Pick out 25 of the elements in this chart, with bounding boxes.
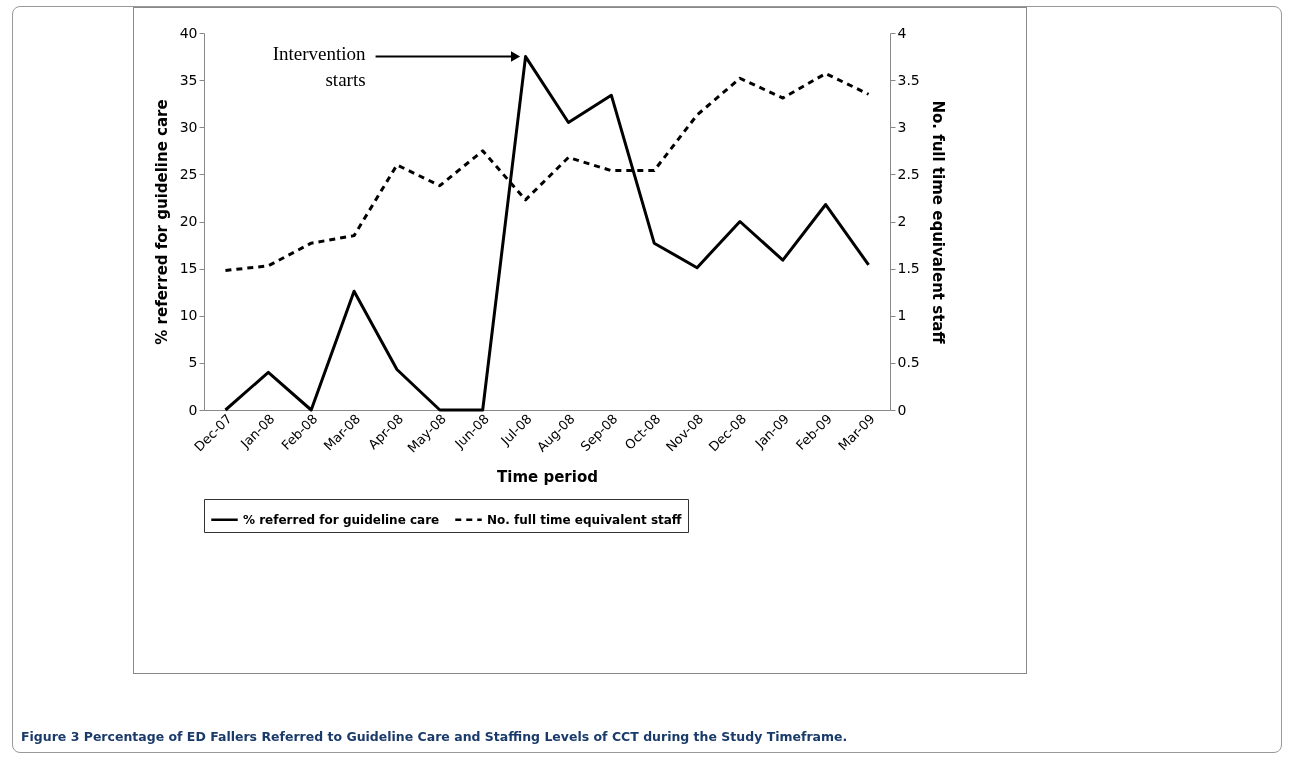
y2-tick-label: 3.5 <box>897 71 920 88</box>
y2-axis-title: No. full time equivalent staff <box>928 100 947 345</box>
legend-label: No. full time equivalent staff <box>487 512 682 527</box>
y-tick-label: 30 <box>179 118 198 135</box>
y-tick-label: 15 <box>179 260 198 277</box>
y-axis-title: % referred for guideline care <box>152 99 171 345</box>
y2-tick-label: 2 <box>897 213 907 229</box>
annotation: Intervention starts <box>272 42 367 90</box>
y-tick-label: 25 <box>179 165 198 182</box>
y2-tick-label: 4 <box>897 24 907 41</box>
y2-tick-label: 3 <box>897 118 907 135</box>
legend-label: % referred for guideline care <box>243 512 440 527</box>
y-tick-label: 20 <box>179 213 198 229</box>
y2-tick-label: 0 <box>897 401 907 418</box>
y2-tick-label: 2.5 <box>897 165 920 182</box>
y-tick-label: 35 <box>179 71 198 88</box>
y2-tick-label: 0.5 <box>897 354 920 371</box>
y-tick-label: 40 <box>179 24 198 41</box>
x-axis-title: Time period <box>497 467 598 486</box>
y-tick-label: 10 <box>179 307 198 324</box>
y-tick-label: 5 <box>188 354 198 371</box>
y2-tick-label: 1 <box>897 307 907 324</box>
caption: Figure 3 Percentage of ED Fallers Referred to Guideline Care and Staffing Levels of CCT during the Study Timeframe. <box>21 729 848 744</box>
y2-tick-label: 1.5 <box>897 260 920 277</box>
y-tick-label: 0 <box>188 401 198 418</box>
